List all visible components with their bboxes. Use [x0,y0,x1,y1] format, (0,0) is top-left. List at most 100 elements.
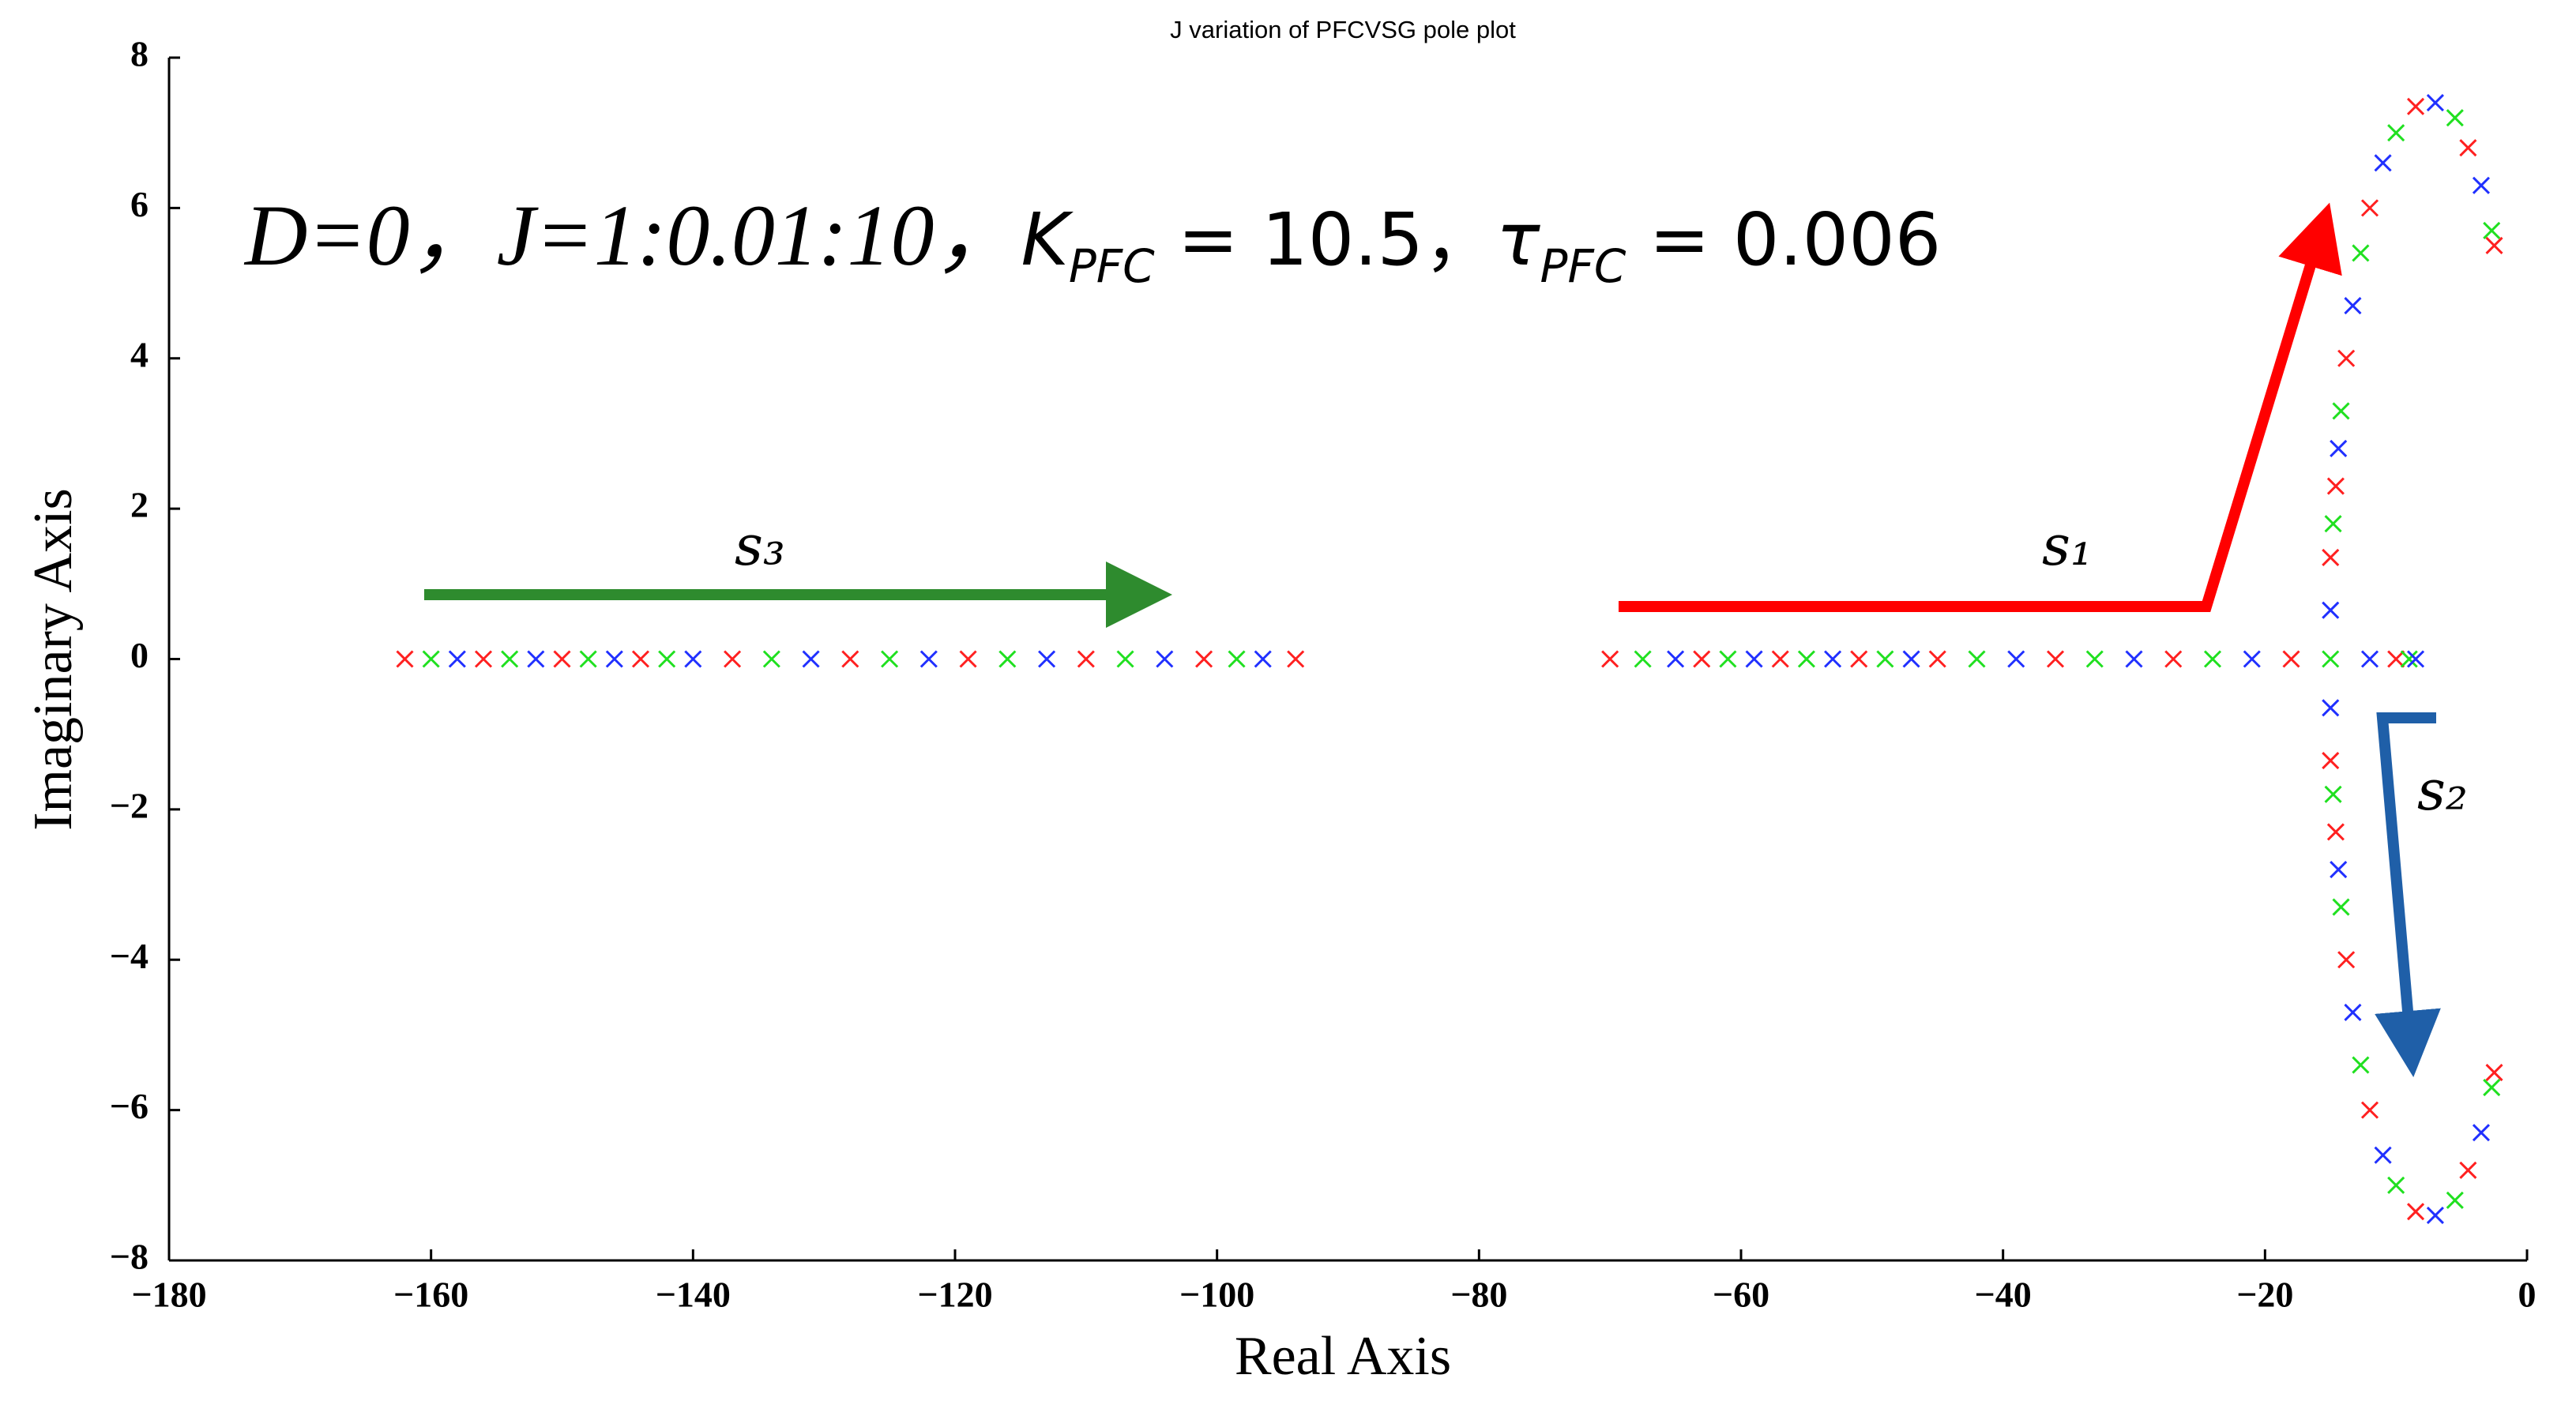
pole-marker [579,650,597,668]
pole-marker [2483,221,2501,239]
pole-marker [2483,1079,2501,1097]
y-tick-label: −2 [110,785,149,825]
pole-marker [2485,1063,2503,1082]
s1-arrow [1619,202,2342,612]
pole-marker [448,650,466,668]
pole-marker [2387,1176,2405,1194]
pole-marker [1745,650,1763,668]
y-tick-label: 4 [130,334,149,374]
pole-marker [2406,650,2425,668]
pole-marker [2360,199,2379,217]
pole-marker [2344,297,2362,315]
formula-part: PFC [1540,239,1626,293]
pole-marker [2387,650,2405,668]
pole-marker [2203,650,2222,668]
x-tick-label: −100 [1179,1275,1254,1315]
formula-part: τ [1496,197,1540,282]
formula-part: = 0.006 [1626,197,1941,282]
pole-marker [1824,650,1842,668]
pole-marker [959,650,977,668]
pole-marker [1968,650,1986,668]
pole-marker [501,650,519,668]
pole-marker [422,650,440,668]
x-tick-label: −160 [393,1275,468,1315]
x-tick-label: −40 [1975,1275,2032,1315]
arrows [424,202,2441,1077]
pole-marker [2360,650,2379,668]
pole-marker [1876,650,1894,668]
pole-marker [2324,785,2342,803]
pole-marker [2352,244,2370,262]
pole-marker [2374,1146,2392,1164]
pole-marker [1228,650,1246,668]
pole-marker [802,650,820,668]
pole-marker [2332,402,2350,420]
pole-marker [2406,97,2425,115]
pole-marker [1771,650,1789,668]
pole-marker [881,650,899,668]
pole-marker [2326,823,2345,841]
pole-marker [2459,1161,2477,1179]
pole-marker [474,650,493,668]
y-axis-label: Imaginary Axis [23,488,84,831]
pole-marker [1038,650,1056,668]
chart-title: J variation of PFCVSG pole plot [1170,16,1516,43]
pole-marker [2360,1101,2379,1119]
pole-marker [658,650,676,668]
pole-marker [2243,650,2261,668]
pole-marker [2330,439,2348,458]
formula-part: K [1021,197,1074,282]
pole-marker [1156,650,1174,668]
pole-marker [2322,751,2340,770]
pole-marker [1601,650,1619,668]
pole-marker [1287,650,1305,668]
pole-marker [998,650,1017,668]
pole-marker [605,650,623,668]
x-tick-label: −20 [2236,1275,2293,1315]
pole-marker [396,650,414,668]
pole-marker [2426,1206,2444,1224]
x-tick-label: −120 [917,1275,992,1315]
pole-marker [2344,1003,2362,1021]
y-tick-label: −4 [110,936,149,976]
pole-marker [724,650,742,668]
x-tick-label: −80 [1450,1275,1507,1315]
pole-marker [2337,349,2356,367]
x-tick-label: −180 [131,1275,206,1315]
pole-marker [2446,1191,2464,1209]
pole-marker [1116,650,1134,668]
pole-marker [2322,699,2340,717]
pole-marker [2322,650,2340,668]
s2-arrow [2375,712,2441,1077]
y-tick-label: 6 [130,184,149,224]
y-tick-label: −6 [110,1086,149,1126]
pole-marker [1902,650,1920,668]
pole-marker [2472,176,2491,194]
pole-marker [2125,650,2143,668]
pole-marker [2387,124,2405,142]
x-axis-label: Real Axis [1235,1326,1451,1387]
pole-marker [2046,650,2065,668]
pole-marker [919,650,938,668]
x-tick-label: −60 [1713,1275,1769,1315]
pole-marker [2330,860,2348,879]
pole-marker [1693,650,1711,668]
pole-marker [2472,1124,2491,1142]
pole-marker [631,650,650,668]
formula-part: = 10.5， [1155,197,1496,282]
formula-part: D=0，J=1:0.01:10， [243,187,1021,284]
pole-marker [762,650,780,668]
pole-marker [527,650,545,668]
branch-label: s₁ [2042,513,2093,578]
formula-part: PFC [1069,239,1155,293]
pole-marker [2426,94,2444,112]
pole-marker [2446,109,2464,127]
pole-marker [1077,650,1095,668]
pole-marker [1634,650,1652,668]
x-tick-label: 0 [2518,1275,2537,1315]
pole-marker [2337,951,2356,969]
pole-marker [841,650,859,668]
pole-marker [2085,650,2104,668]
pole-marker [2400,650,2418,668]
branch-label: s₃ [735,513,785,578]
